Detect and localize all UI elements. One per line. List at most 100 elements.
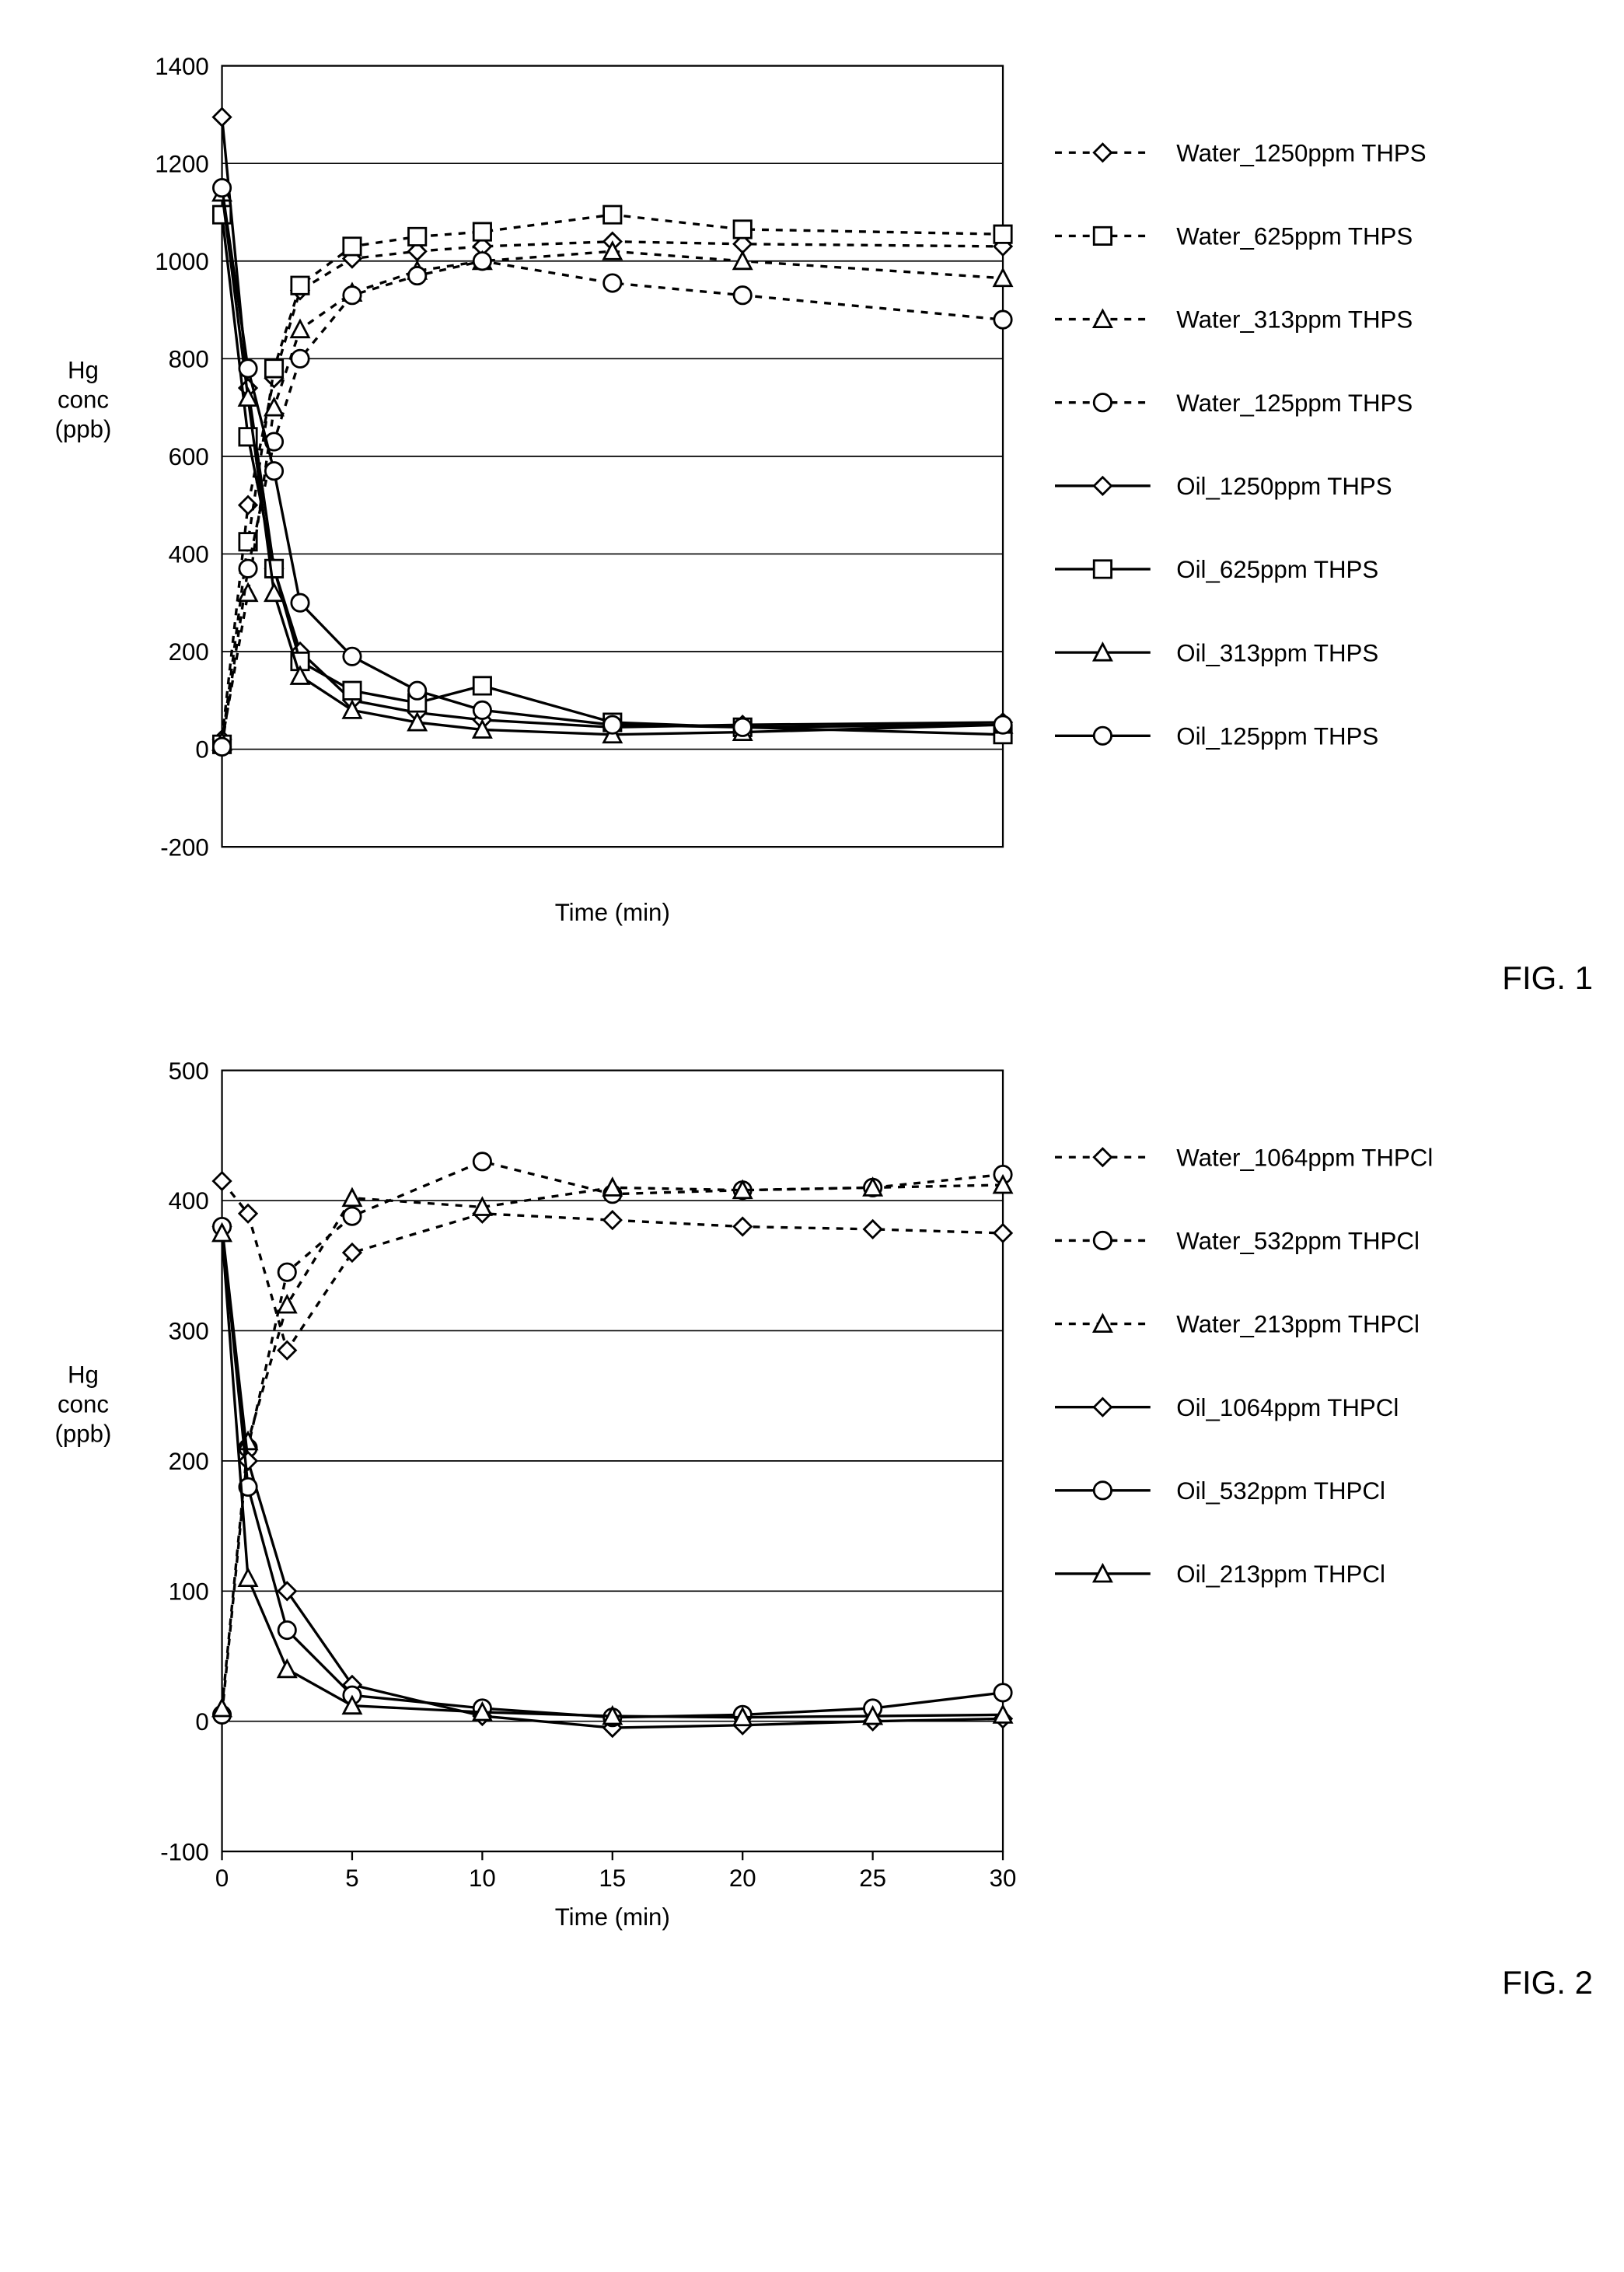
series-marker <box>344 1189 361 1205</box>
y-tick-label: 0 <box>195 736 208 764</box>
series-marker <box>265 463 282 480</box>
figure-1-label: FIG. 1 <box>1502 959 1593 997</box>
legend-label: Oil_1250ppm THPS <box>1176 473 1392 500</box>
series-line <box>222 251 1003 742</box>
series-marker <box>473 223 491 240</box>
series-marker <box>265 560 282 577</box>
legend-label: Water_213ppm THPCl <box>1176 1311 1420 1338</box>
series-marker <box>344 1208 361 1225</box>
legend-swatch-marker <box>1094 727 1111 744</box>
legend-swatch-marker <box>1094 477 1111 495</box>
y-tick-label: 0 <box>195 1708 208 1735</box>
y-tick-label: 100 <box>169 1578 209 1605</box>
series-marker <box>213 1173 230 1190</box>
legend-label: Oil_125ppm THPS <box>1176 722 1378 750</box>
y-tick-label: 500 <box>169 1057 209 1085</box>
series-marker <box>734 718 751 736</box>
series-marker <box>994 1225 1011 1242</box>
series-marker <box>994 311 1011 328</box>
series-line <box>222 1226 1003 1728</box>
series-marker <box>265 360 282 377</box>
series-marker <box>344 287 361 304</box>
series-marker <box>239 560 257 577</box>
series-marker <box>344 648 361 665</box>
legend-swatch-marker <box>1094 561 1111 578</box>
series-marker <box>278 1582 295 1599</box>
y-tick-label: -200 <box>160 834 209 861</box>
legend-label: Oil_532ppm THPCl <box>1176 1477 1385 1505</box>
x-axis-label: Time (min) <box>555 899 670 926</box>
y-tick-label: 400 <box>169 541 209 568</box>
y-tick-label: 1000 <box>155 248 209 275</box>
y-axis-label: Hg <box>68 356 99 383</box>
series-marker <box>278 1264 295 1281</box>
series-line <box>222 1181 1003 1351</box>
series-line <box>222 242 1003 739</box>
legend-label: Water_125ppm THPS <box>1176 390 1413 417</box>
x-tick-label: 30 <box>990 1865 1017 1892</box>
figure-2: -1000100200300400500051015202530Hgconc(p… <box>31 1036 1593 1947</box>
y-axis-label: Hg <box>68 1361 99 1388</box>
series-marker <box>344 682 361 699</box>
y-axis-label: conc <box>58 386 109 413</box>
legend-swatch-marker <box>1094 1482 1111 1499</box>
x-tick-label: 15 <box>599 1865 626 1892</box>
y-axis-label: (ppb) <box>54 415 111 442</box>
series-marker <box>292 277 309 294</box>
legend-label: Water_313ppm THPS <box>1176 306 1413 334</box>
series-line <box>222 261 1003 747</box>
series-marker <box>994 270 1011 286</box>
series-marker <box>344 238 361 255</box>
legend-label: Oil_1064ppm THPCl <box>1176 1394 1399 1421</box>
series-marker <box>994 1684 1011 1701</box>
series-line <box>222 188 1003 728</box>
series-marker <box>734 221 751 238</box>
x-axis-label: Time (min) <box>555 1903 670 1931</box>
legend-label: Oil_313ppm THPS <box>1176 639 1378 666</box>
series-marker <box>292 350 309 367</box>
series-marker <box>409 267 426 284</box>
x-tick-label: 10 <box>469 1865 496 1892</box>
legend-swatch-marker <box>1094 394 1111 411</box>
series-marker <box>344 1244 361 1261</box>
series-line <box>222 1162 1003 1715</box>
chart-svg: -1000100200300400500051015202530Hgconc(p… <box>31 1036 1593 1947</box>
y-tick-label: 1200 <box>155 150 209 177</box>
legend-swatch-marker <box>1094 227 1111 244</box>
x-tick-label: 20 <box>729 1865 756 1892</box>
x-tick-label: 5 <box>345 1865 358 1892</box>
series-marker <box>239 1569 257 1585</box>
series-line <box>222 1185 1003 1708</box>
series-marker <box>734 287 751 304</box>
legend-swatch-marker <box>1094 1148 1111 1166</box>
legend-label: Water_532ppm THPCl <box>1176 1227 1420 1254</box>
y-tick-label: 200 <box>169 1448 209 1475</box>
legend-swatch-marker <box>1094 1232 1111 1249</box>
series-marker <box>292 594 309 611</box>
series-marker <box>473 253 491 270</box>
y-tick-label: 600 <box>169 443 209 470</box>
figure-2-label: FIG. 2 <box>1502 1964 1593 2001</box>
chart-1-container: -2000200400600800100012001400Hgconc(ppb)… <box>31 31 1593 942</box>
series-marker <box>409 228 426 245</box>
y-axis-label: (ppb) <box>54 1420 111 1447</box>
series-marker <box>213 738 230 755</box>
series-marker <box>604 206 621 223</box>
series-marker <box>213 206 230 223</box>
series-marker <box>213 108 230 125</box>
series-marker <box>278 1341 295 1358</box>
y-tick-label: 800 <box>169 345 209 372</box>
series-marker <box>292 320 309 337</box>
y-axis-label: conc <box>58 1390 109 1417</box>
series-line <box>222 1226 1003 1717</box>
series-marker <box>278 1660 295 1676</box>
legend-label: Water_625ppm THPS <box>1176 223 1413 250</box>
series-marker <box>473 677 491 694</box>
series-marker <box>278 1621 295 1638</box>
series-marker <box>994 716 1011 733</box>
series-marker <box>864 1221 881 1238</box>
x-tick-label: 25 <box>859 1865 886 1892</box>
y-tick-label: 400 <box>169 1187 209 1215</box>
series-marker <box>239 360 257 377</box>
chart-svg: -2000200400600800100012001400Hgconc(ppb)… <box>31 31 1593 942</box>
